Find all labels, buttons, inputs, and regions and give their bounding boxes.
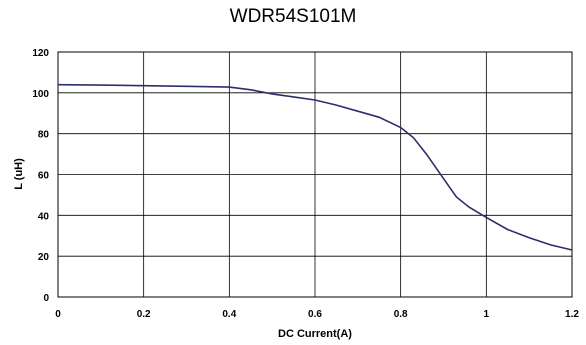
x-tick-labels: 0 0.2 0.4 0.6 0.8 1 1.2 <box>55 309 579 320</box>
series-line <box>57 83 573 251</box>
y-tick-label: 40 <box>38 211 50 222</box>
x-axis-label: DC Current(A) <box>278 328 352 340</box>
y-axis-label: L (uH) <box>13 158 25 190</box>
y-tick-label: 120 <box>32 48 49 59</box>
y-tick-label: 60 <box>38 171 50 182</box>
x-tick-label: 0.6 <box>308 309 322 320</box>
x-tick-label: 0.2 <box>137 309 151 320</box>
y-tick-label: 100 <box>32 89 49 100</box>
x-tick-label: 1.2 <box>565 309 579 320</box>
x-tick-label: 0 <box>55 309 61 320</box>
x-tick-label: 0.4 <box>222 309 236 320</box>
x-tick-label: 1 <box>484 309 490 320</box>
x-tick-label: 0.8 <box>394 309 408 320</box>
grid-lines <box>57 51 573 298</box>
y-tick-label: 0 <box>43 293 49 304</box>
y-tick-labels: 0 20 40 60 80 100 120 <box>32 48 49 304</box>
y-tick-label: 20 <box>38 252 50 263</box>
chart-title: WDR54S101M <box>229 6 357 27</box>
y-tick-label: 80 <box>38 130 50 141</box>
